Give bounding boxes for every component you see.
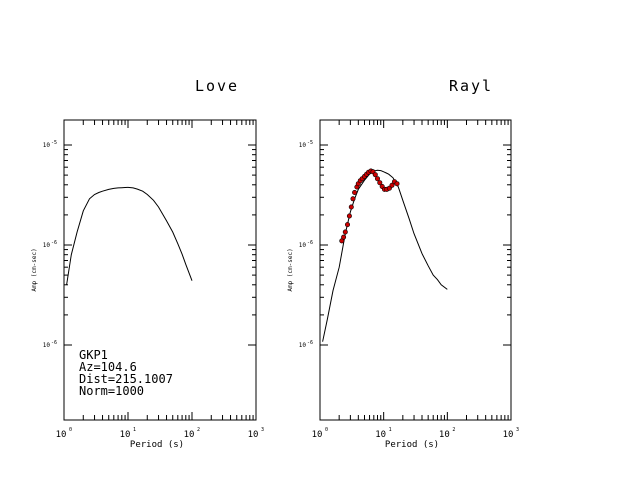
rayl-x-tick-label: 10 (375, 430, 386, 440)
love-panel-title: Love (195, 77, 239, 95)
rayl-model-curve (322, 169, 448, 342)
rayl-observed-point (372, 172, 378, 178)
rayl-y-tick-label-exp: -6 (307, 340, 313, 346)
love-model-curve (66, 186, 193, 285)
love-x-tick-label: 10 (56, 430, 67, 440)
azimuth-label: Az=104.6 (79, 360, 137, 374)
love-x-tick-label: 10 (248, 430, 259, 440)
station-name: GKP1 (79, 348, 108, 362)
rayl-observed-point (344, 222, 350, 228)
rayl-observed-point (394, 181, 400, 187)
rayl-x-tick-label-exp: 2 (452, 427, 455, 433)
rayl-x-axis-label: Period (s) (385, 440, 439, 450)
rayl-y-tick-label: 10 (299, 142, 307, 149)
rayl-observed-point (350, 196, 356, 202)
distance-label: Dist=215.1007 (79, 372, 173, 386)
love-x-axis-label: Period (s) (130, 440, 184, 450)
love-y-tick-label: 10 (43, 142, 51, 149)
love-y-tick-label-exp: -6 (51, 240, 57, 246)
rayl-observed-point (342, 229, 348, 235)
love-x-tick-label-exp: 3 (261, 427, 264, 433)
love-y-tick-label: 10 (43, 242, 51, 249)
norm-label: Norm=1000 (79, 384, 144, 398)
rayl-y-tick-label: 10 (299, 242, 307, 249)
love-y-tick-label: 10 (43, 342, 51, 349)
rayl-panel: 10 0 10 1 10 2 10 310 -510 -610 -6 (299, 119, 519, 440)
rayl-x-tick-label-exp: 3 (516, 427, 519, 433)
love-plot-frame (63, 119, 257, 421)
rayl-x-tick-label: 10 (503, 430, 514, 440)
love-x-tick-label: 10 (184, 430, 195, 440)
love-x-tick-label-exp: 1 (133, 427, 136, 433)
rayl-y-tick-label-exp: -6 (307, 240, 313, 246)
rayl-panel-title: Rayl (449, 77, 493, 95)
rayl-x-tick-label-exp: 0 (325, 427, 328, 433)
love-x-tick-label: 10 (120, 430, 131, 440)
love-x-tick-label-exp: 0 (69, 427, 72, 433)
rayl-observed-point (341, 234, 347, 240)
love-y-axis-label: Amp (cm-sec) (31, 248, 38, 291)
rayl-observed-point (389, 182, 395, 188)
rayl-y-tick-label: 10 (299, 342, 307, 349)
rayl-observed-point (352, 190, 358, 196)
love-y-tick-label-exp: -5 (51, 140, 57, 146)
rayl-x-tick-label: 10 (439, 430, 450, 440)
rayl-observed-point (348, 204, 354, 210)
love-x-tick-label-exp: 2 (197, 427, 200, 433)
rayl-observed-point (377, 180, 383, 186)
rayl-x-tick-label-exp: 1 (389, 427, 392, 433)
rayl-y-axis-label: Amp (cm-sec) (287, 248, 294, 291)
rayl-observed-point (346, 213, 352, 219)
love-panel: 10 0 10 1 10 2 10 310 -510 -610 -6 (43, 119, 264, 440)
rayl-observed-point (374, 176, 380, 182)
rayl-plot-frame (319, 119, 512, 421)
rayl-x-tick-label: 10 (312, 430, 323, 440)
rayl-y-tick-label-exp: -5 (307, 140, 313, 146)
love-y-tick-label-exp: -6 (51, 340, 57, 346)
